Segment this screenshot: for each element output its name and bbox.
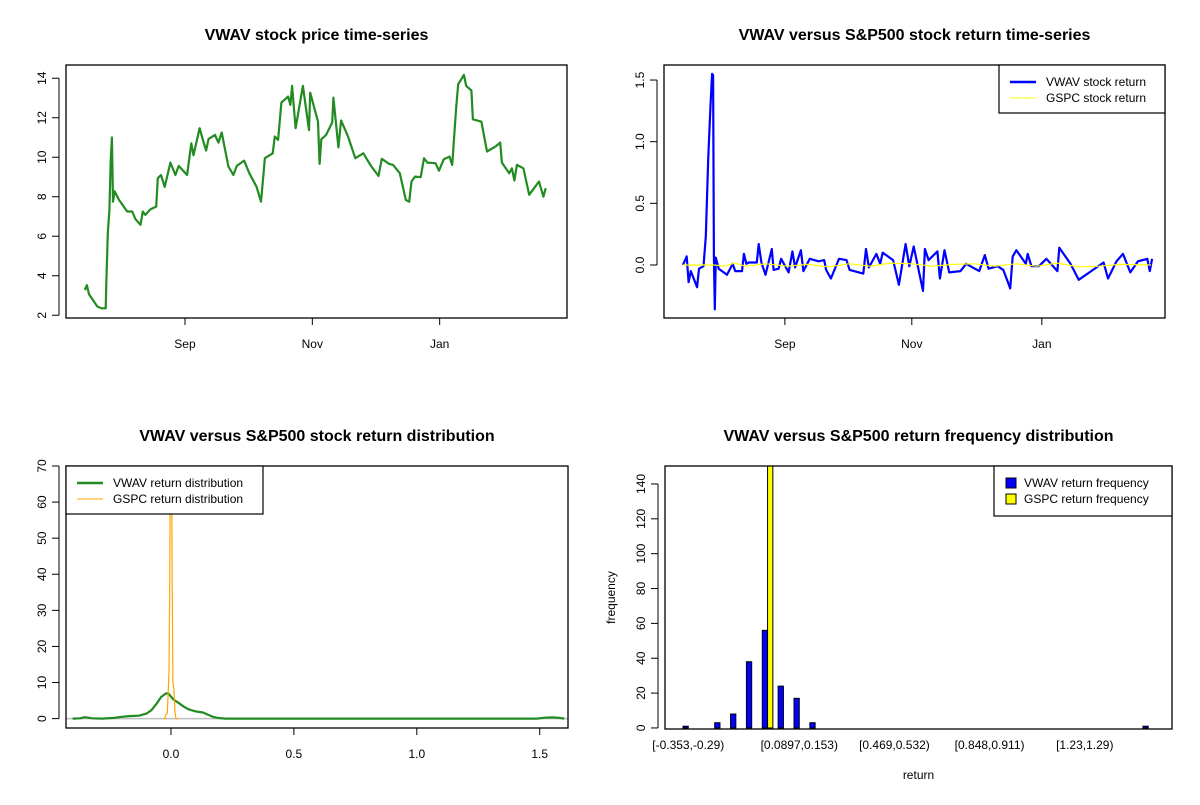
plot-frame [664,465,1173,730]
panel-price: VWAV stock price time-series 2 4 6 8 10 12 14 Se… [35,27,568,351]
y-tick-label: 100 [634,543,648,563]
y-tick-label: 12 [35,111,49,125]
bar-vwav [714,722,721,729]
y-tick-label: 0 [634,724,648,731]
series-line-vwav-return-distribution [72,692,565,720]
y-tick-label: 8 [35,193,49,200]
plot-area [682,466,1149,729]
y-tick-label: 0.5 [633,195,647,212]
panel-histogram: VWAV versus S&P500 return frequency dist… [604,428,1173,782]
y-tick-label: 40 [35,567,49,581]
chart-title: VWAV stock price time-series [205,27,429,44]
x-tick-label: Nov [302,337,323,351]
y-tick-label: 10 [35,676,49,690]
x-tick-label: 1.5 [531,747,548,761]
y-tick-label: 60 [35,495,49,509]
y-tick-label: 6 [35,233,49,240]
y-tick-label: 0.0 [633,256,647,273]
x-tick-label: Nov [901,337,922,351]
panel-returns: VWAV versus S&P500 stock return time-ser… [633,27,1166,351]
bar-vwav [809,722,816,729]
y-tick-label: 20 [35,639,49,653]
y-tick-label: 1.5 [633,71,647,88]
legend-label: VWAV return distribution [113,476,243,490]
y-tick-label: 4 [35,272,49,279]
legend-label: VWAV stock return [1046,75,1146,89]
chart-title: VWAV versus S&P500 stock return distribu… [139,428,494,445]
x-tick-label: [0.848,0.911) [955,738,1025,752]
bar-vwav [761,629,769,729]
y-tick-label: 120 [634,508,648,528]
x-tick-label: [0.469,0.532) [859,738,930,752]
y-tick-label: 50 [35,531,49,545]
series-line-gspc-return-distribution [163,479,179,720]
legend-swatch [1005,493,1017,505]
y-tick-label: 30 [35,603,49,617]
series-line-gspc-stock-return [682,262,1152,268]
y-tick-label: 1.0 [633,133,647,150]
y-tick-label: 140 [634,474,648,494]
x-axis-label: return [903,768,934,782]
y-tick-label: 60 [634,616,648,630]
plot-area [83,73,547,310]
y-tick-label: 10 [35,150,49,164]
legend-swatch [1005,477,1017,489]
bar-vwav [777,685,784,729]
x-tick-label: [-0.353,-0.29) [652,738,724,752]
legend-label: VWAV return frequency [1024,476,1149,490]
chart-title: VWAV versus S&P500 stock return time-ser… [739,27,1091,44]
legend: VWAV return frequency GSPC return frequen… [993,465,1173,517]
legend-label: GSPC return distribution [113,492,243,506]
x-tick-label: Jan [430,337,449,351]
x-tick-label: 0.5 [286,747,303,761]
legend-box [998,64,1166,114]
bar-gspc [767,466,774,729]
bar-vwav [730,713,737,729]
y-tick-label: 40 [634,651,648,665]
x-tick-label: 0.0 [163,747,180,761]
y-tick-label: 80 [634,582,648,596]
x-tick-label: [1.23,1.29) [1056,738,1113,752]
panel-density: VWAV versus S&P500 stock return distribu… [35,428,569,761]
plot-frame [65,64,568,319]
y-tick-label: 0 [35,715,49,722]
plot-area [681,72,1154,311]
chart-title: VWAV versus S&P500 return frequency dist… [723,428,1113,445]
bar-vwav [793,697,800,729]
legend: VWAV return distribution GSPC return dist… [65,465,264,515]
plot-area [66,479,568,720]
y-tick-label: 70 [35,459,49,473]
legend-box [65,465,264,515]
x-tick-label: Sep [774,337,796,351]
x-tick-label: Sep [174,337,196,351]
bar-vwav [745,661,753,729]
x-tick-label: [0.0897,0.153) [761,738,838,752]
bar-vwav [1142,725,1149,729]
x-tick-label: Jan [1032,337,1051,351]
legend-label: GSPC return frequency [1024,492,1149,506]
y-axis-label: frequency [604,571,618,624]
legend-label: GSPC stock return [1046,91,1146,105]
x-tick-label: 1.0 [408,747,425,761]
legend: VWAV stock return GSPC stock return [998,64,1166,114]
y-tick-label: 2 [35,312,49,319]
series-line-vwav-price [83,73,547,310]
y-tick-label: 14 [35,71,49,85]
bar-vwav [682,725,689,729]
y-tick-label: 20 [634,686,648,700]
legend-box [993,465,1173,517]
